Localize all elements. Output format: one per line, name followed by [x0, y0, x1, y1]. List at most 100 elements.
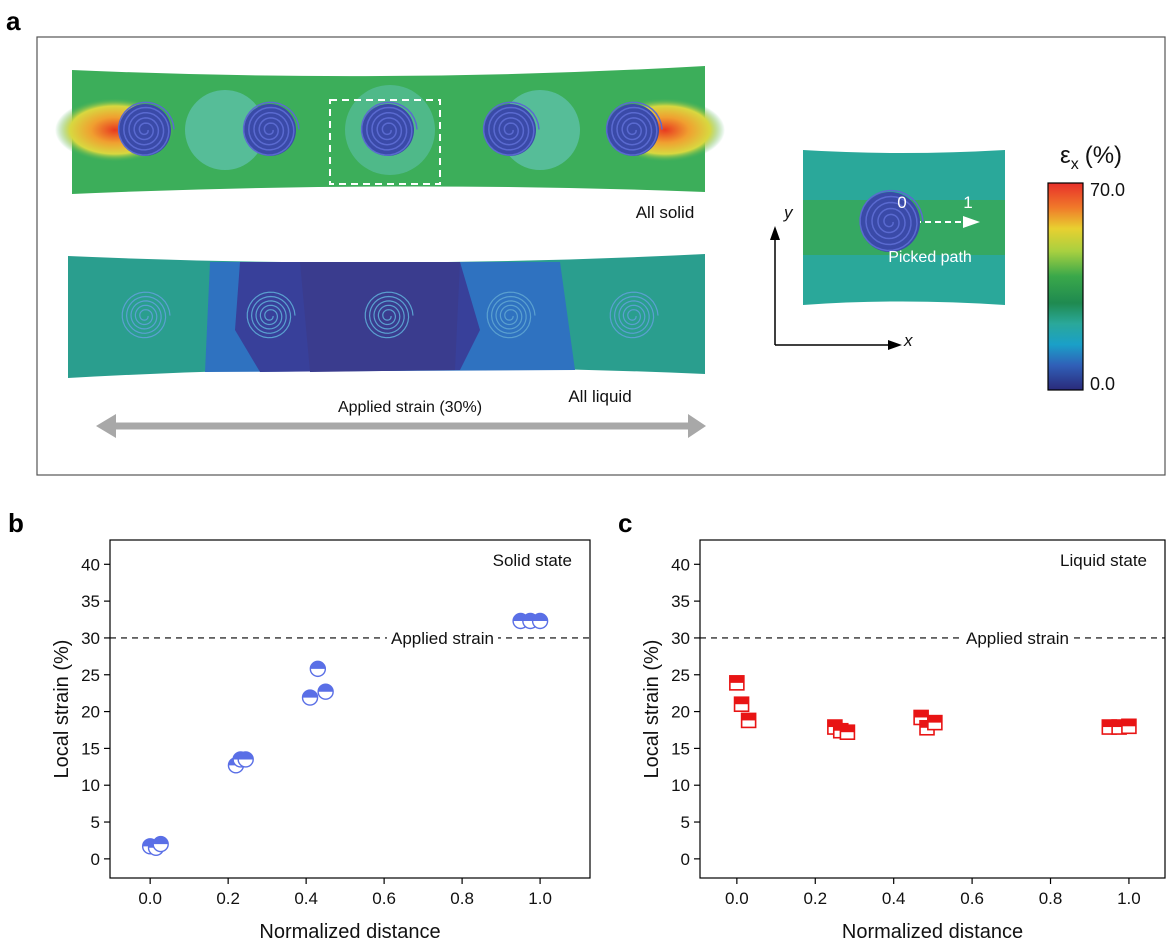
reference-label-bg	[961, 628, 1073, 648]
x-tick-label: 0.0	[138, 889, 162, 908]
y-tick-label: 35	[81, 592, 100, 611]
marker-fill	[238, 751, 254, 760]
y-tick-label: 40	[671, 555, 690, 574]
colorbar-symbol: ε	[1060, 142, 1071, 169]
x-axis-label: Normalized distance	[259, 921, 440, 943]
point	[927, 714, 943, 731]
panel-label: b	[8, 508, 24, 538]
y-tick-label: 30	[671, 629, 690, 648]
colorbar-title: εx (%)	[1060, 142, 1122, 173]
point	[733, 696, 750, 713]
spiral	[242, 101, 300, 156]
marker-fill	[1112, 720, 1127, 728]
spiral	[246, 291, 296, 339]
annotation: Solid state	[493, 551, 572, 570]
y-tick-label: 10	[671, 776, 690, 795]
liquid-label: All liquid	[568, 387, 631, 406]
marker-fill	[840, 725, 855, 733]
colorbar-max: 70.0	[1090, 180, 1125, 200]
plot-frame	[109, 539, 591, 879]
y-tick-label: 20	[671, 703, 690, 722]
reference-label: Applied strain	[391, 629, 494, 648]
x-axis-label: Normalized distance	[842, 921, 1023, 943]
point	[740, 712, 757, 729]
axis-x-label: x	[903, 331, 913, 350]
marker-fill	[318, 684, 334, 692]
marker-fill	[920, 720, 935, 728]
strain-arrow	[96, 414, 706, 438]
x-tick-label: 1.0	[528, 889, 552, 908]
point	[301, 689, 319, 706]
marker-fill	[310, 661, 326, 669]
x-tick-label: 0.0	[725, 889, 749, 908]
reference-label-bg	[386, 628, 498, 648]
x-tick-label: 1.0	[1117, 889, 1141, 908]
spiral	[486, 291, 536, 339]
x-tick-label: 0.4	[882, 889, 906, 908]
liquid-strip	[68, 254, 705, 378]
spiral	[364, 291, 414, 339]
point	[839, 724, 856, 740]
spiral	[360, 101, 418, 156]
marker-fill	[1121, 719, 1136, 727]
spiral	[605, 101, 663, 156]
spiral	[121, 291, 171, 339]
strain-label: Applied strain (30%)	[338, 399, 482, 416]
spiral	[859, 189, 924, 252]
marker-fill	[741, 713, 756, 721]
marker-fill	[1102, 720, 1117, 728]
point	[729, 675, 745, 691]
y-tick-label: 35	[671, 592, 690, 611]
y-axis-label: Local strain (%)	[641, 640, 663, 779]
colorbar-subscript: x	[1071, 156, 1079, 173]
point	[309, 660, 327, 678]
marker-fill	[302, 690, 318, 698]
point	[152, 835, 169, 853]
x-tick-label: 0.2	[216, 889, 240, 908]
y-tick-label: 10	[81, 776, 100, 795]
point	[531, 612, 549, 630]
marker-fill	[927, 715, 942, 723]
annotation: Liquid state	[1060, 551, 1147, 570]
panel-label: a	[6, 6, 21, 36]
reference-label: Applied strain	[966, 629, 1069, 648]
x-tick-label: 0.4	[294, 889, 318, 908]
spiral	[117, 101, 175, 156]
y-tick-label: 5	[91, 813, 100, 832]
panel-label: c	[618, 508, 632, 538]
y-tick-label: 15	[81, 739, 100, 758]
path-label: Picked path	[888, 249, 972, 266]
x-tick-label: 0.8	[1039, 889, 1063, 908]
y-tick-label: 25	[671, 666, 690, 685]
x-tick-label: 0.6	[960, 889, 984, 908]
x-tick-label: 0.2	[803, 889, 827, 908]
solid-label: All solid	[636, 203, 695, 222]
colorbar-unit: (%)	[1085, 142, 1122, 169]
marker-fill	[914, 710, 929, 718]
marker-fill	[153, 836, 169, 845]
colorbar-min: 0.0	[1090, 374, 1115, 394]
point	[237, 751, 254, 768]
plot-frame	[699, 539, 1166, 879]
marker-fill	[734, 697, 749, 705]
y-tick-label: 15	[671, 739, 690, 758]
marker-fill	[532, 613, 548, 622]
y-axis-label: Local strain (%)	[51, 640, 73, 779]
panel-frame	[36, 36, 1166, 476]
marker-fill	[729, 675, 744, 683]
y-tick-label: 5	[681, 813, 690, 832]
path-end: 1	[963, 193, 972, 212]
y-tick-label: 20	[81, 703, 100, 722]
colorbar	[1047, 182, 1084, 391]
x-tick-label: 0.6	[372, 889, 396, 908]
x-tick-label: 0.8	[450, 889, 474, 908]
path-start: 0	[897, 193, 906, 212]
spiral	[482, 101, 540, 156]
point	[317, 683, 334, 700]
y-tick-label: 40	[81, 555, 100, 574]
y-tick-label: 0	[91, 850, 100, 869]
point	[1121, 718, 1137, 735]
y-tick-label: 0	[681, 850, 690, 869]
spiral	[609, 291, 659, 339]
